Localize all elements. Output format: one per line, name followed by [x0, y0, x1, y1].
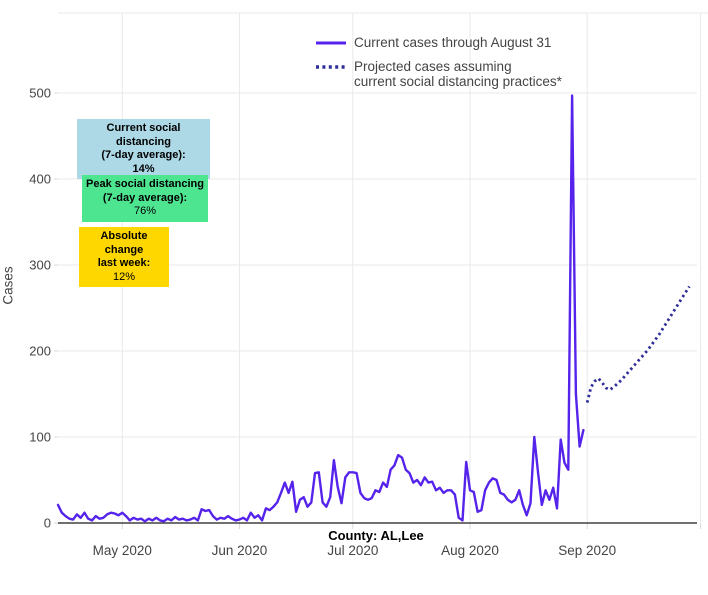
- annotation-line: (7-day average):: [101, 149, 186, 161]
- annotation-absolute-change: Absolute change last week: 12%: [79, 227, 169, 287]
- current-cases-line: [56, 94, 585, 523]
- legend-item-projected-cases[interactable]: Projected cases assuming current social …: [316, 59, 562, 90]
- y-axis-title: Cases: [0, 266, 16, 305]
- legend-item-current-cases[interactable]: Current cases through August 31: [316, 35, 562, 51]
- annotation-line: (7-day average):: [102, 191, 188, 204]
- x-tick-label: Sep 2020: [558, 543, 616, 558]
- annotation-current-social-distancing: Current social distancing (7-day average…: [77, 119, 210, 179]
- y-tick-label: 200: [29, 344, 51, 359]
- x-tick-label: Jul 2020: [327, 543, 378, 558]
- legend-label-projected: Projected cases assuming current social …: [354, 58, 562, 90]
- legend-label-current: Current cases through August 31: [354, 35, 552, 50]
- y-tick-label: 500: [29, 86, 51, 101]
- projected-cases-line: [585, 285, 691, 403]
- annotation-peak-social-distancing: Peak social distancing (7-day average): …: [82, 175, 208, 222]
- annotation-line: Absolute change: [100, 230, 148, 256]
- y-tick-label: 300: [29, 258, 51, 273]
- x-tick-label: Aug 2020: [441, 543, 499, 558]
- annotation-line: Current social distancing: [106, 122, 181, 148]
- annotation-line: last week:: [97, 257, 151, 269]
- dotted-line-icon: [316, 64, 346, 69]
- x-tick-label: May 2020: [93, 543, 152, 558]
- y-tick-label: 400: [29, 172, 51, 187]
- x-tick-label: Jun 2020: [212, 543, 268, 558]
- legend: Current cases through August 31 Projecte…: [316, 35, 562, 98]
- annotation-line: Peak social distancing: [86, 178, 204, 190]
- y-tick-label: 100: [29, 430, 51, 445]
- annotation-value: 12%: [112, 270, 136, 283]
- y-tick-label: 0: [44, 516, 51, 531]
- x-axis-title: County: AL,Lee: [328, 528, 424, 543]
- annotation-value: 14%: [132, 162, 155, 175]
- solid-line-icon: [316, 41, 346, 45]
- annotation-value: 76%: [133, 205, 157, 217]
